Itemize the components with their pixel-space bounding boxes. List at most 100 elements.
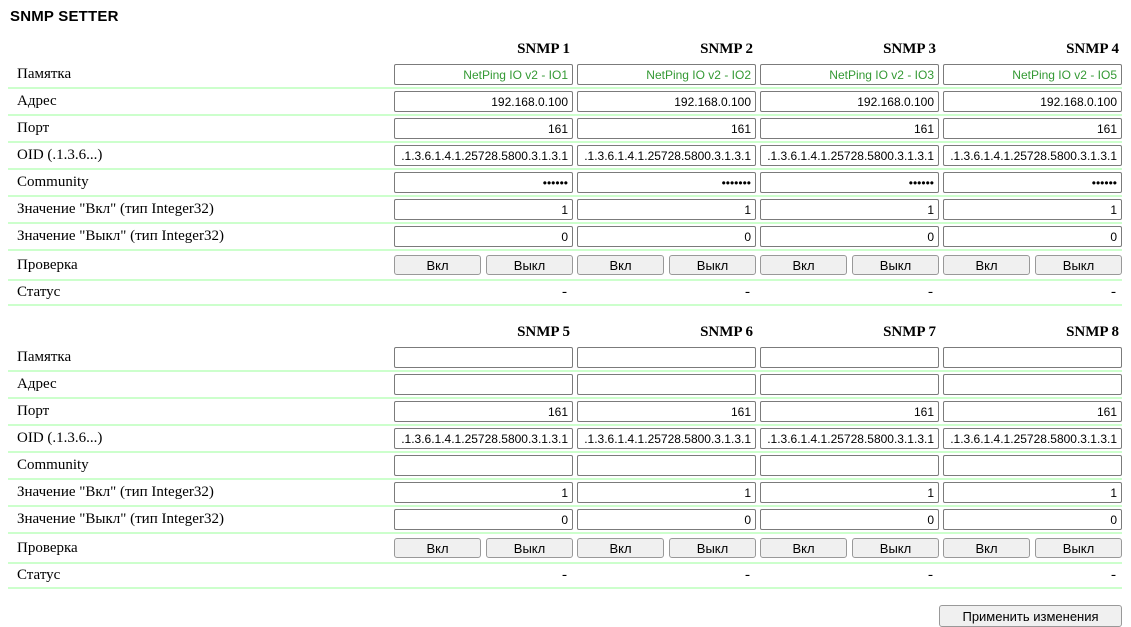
port-row: Порт (8, 115, 1122, 142)
column-header-snmp5: SNMP 5 (517, 324, 570, 340)
off-button[interactable]: Выкл (852, 538, 939, 558)
address-input[interactable] (760, 374, 939, 395)
row-label-value-on: Значение "Вкл" (тип Integer32) (17, 484, 214, 500)
oid-input[interactable] (760, 145, 939, 166)
on-button[interactable]: Вкл (577, 538, 664, 558)
on-button[interactable]: Вкл (760, 538, 847, 558)
value-on-row: Значение "Вкл" (тип Integer32) (8, 479, 1122, 506)
community-input[interactable] (943, 172, 1122, 193)
oid-input[interactable] (394, 428, 573, 449)
memo-input[interactable] (943, 64, 1122, 85)
community-input[interactable] (760, 455, 939, 476)
value-off-input[interactable] (577, 509, 756, 530)
value-off-input[interactable] (577, 226, 756, 247)
value-on-input[interactable] (394, 199, 573, 220)
off-button[interactable]: Выкл (486, 538, 573, 558)
value-off-input[interactable] (943, 509, 1122, 530)
oid-input[interactable] (577, 428, 756, 449)
port-input[interactable] (943, 401, 1122, 422)
status-row: Статус - - - - (8, 280, 1122, 305)
address-row: Адрес (8, 88, 1122, 115)
address-row: Адрес (8, 371, 1122, 398)
value-off-input[interactable] (943, 226, 1122, 247)
off-button[interactable]: Выкл (669, 255, 756, 275)
off-button[interactable]: Выкл (669, 538, 756, 558)
value-on-input[interactable] (760, 199, 939, 220)
column-header-snmp1: SNMP 1 (517, 41, 570, 57)
port-input[interactable] (760, 118, 939, 139)
oid-input[interactable] (943, 428, 1122, 449)
memo-input[interactable] (394, 347, 573, 368)
on-button[interactable]: Вкл (394, 538, 481, 558)
port-input[interactable] (577, 118, 756, 139)
value-on-row: Значение "Вкл" (тип Integer32) (8, 196, 1122, 223)
column-header-snmp2: SNMP 2 (700, 41, 753, 57)
check-row: Проверка Вкл Выкл Вкл Выкл Вкл Выкл Вкл Выкл (8, 533, 1122, 563)
off-button[interactable]: Выкл (486, 255, 573, 275)
status-value: - (928, 567, 933, 583)
value-on-input[interactable] (577, 199, 756, 220)
status-value: - (745, 567, 750, 583)
port-input[interactable] (760, 401, 939, 422)
memo-input[interactable] (394, 64, 573, 85)
value-on-input[interactable] (577, 482, 756, 503)
value-on-input[interactable] (943, 482, 1122, 503)
on-button[interactable]: Вкл (760, 255, 847, 275)
oid-input[interactable] (760, 428, 939, 449)
community-input[interactable] (577, 455, 756, 476)
column-header-snmp4: SNMP 4 (1066, 41, 1119, 57)
address-input[interactable] (577, 91, 756, 112)
port-input[interactable] (394, 401, 573, 422)
value-off-input[interactable] (760, 509, 939, 530)
community-input[interactable] (943, 455, 1122, 476)
community-input[interactable] (760, 172, 939, 193)
status-value: - (562, 284, 567, 300)
value-on-input[interactable] (943, 199, 1122, 220)
memo-input[interactable] (577, 64, 756, 85)
community-input[interactable] (394, 455, 573, 476)
off-button[interactable]: Выкл (1035, 538, 1122, 558)
on-button[interactable]: Вкл (577, 255, 664, 275)
value-on-input[interactable] (760, 482, 939, 503)
on-button[interactable]: Вкл (943, 538, 1030, 558)
oid-input[interactable] (943, 145, 1122, 166)
memo-input[interactable] (577, 347, 756, 368)
memo-row: Памятка (8, 62, 1122, 88)
port-input[interactable] (943, 118, 1122, 139)
value-off-input[interactable] (394, 509, 573, 530)
column-header-snmp8: SNMP 8 (1066, 324, 1119, 340)
row-label-memo: Памятка (17, 66, 72, 82)
value-on-input[interactable] (394, 482, 573, 503)
community-input[interactable] (577, 172, 756, 193)
value-off-row: Значение "Выкл" (тип Integer32) (8, 223, 1122, 250)
address-input[interactable] (394, 374, 573, 395)
check-row: Проверка Вкл Выкл Вкл Выкл Вкл Выкл Вкл Выкл (8, 250, 1122, 280)
status-value: - (1111, 284, 1116, 300)
address-input[interactable] (943, 91, 1122, 112)
oid-input[interactable] (577, 145, 756, 166)
port-input[interactable] (577, 401, 756, 422)
memo-input[interactable] (943, 347, 1122, 368)
address-input[interactable] (577, 374, 756, 395)
value-off-input[interactable] (394, 226, 573, 247)
off-button[interactable]: Выкл (1035, 255, 1122, 275)
apply-changes-button[interactable]: Применить изменения (939, 605, 1122, 627)
memo-input[interactable] (760, 347, 939, 368)
status-value: - (745, 284, 750, 300)
oid-input[interactable] (394, 145, 573, 166)
off-button[interactable]: Выкл (852, 255, 939, 275)
community-input[interactable] (394, 172, 573, 193)
status-value: - (1111, 567, 1116, 583)
memo-input[interactable] (760, 64, 939, 85)
value-off-input[interactable] (760, 226, 939, 247)
address-input[interactable] (760, 91, 939, 112)
snmp-table-1: SNMP 1 SNMP 2 SNMP 3 SNMP 4 Памятка Адре… (8, 37, 1122, 306)
on-button[interactable]: Вкл (394, 255, 481, 275)
row-label-check: Проверка (17, 539, 78, 556)
address-input[interactable] (394, 91, 573, 112)
address-input[interactable] (943, 374, 1122, 395)
community-row: Community (8, 169, 1122, 196)
on-button[interactable]: Вкл (943, 255, 1030, 275)
port-input[interactable] (394, 118, 573, 139)
row-label-value-on: Значение "Вкл" (тип Integer32) (17, 201, 214, 217)
